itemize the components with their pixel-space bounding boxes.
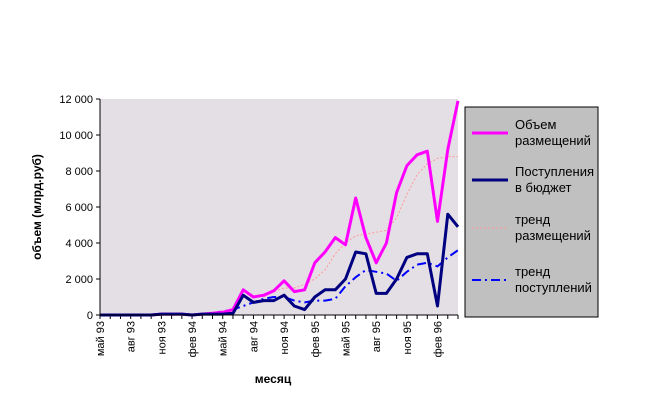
legend-entry: Объем [515,117,556,132]
legend-entry: тренд [515,264,551,279]
plot-area [100,99,458,315]
y-tick-label: 6 000 [65,202,93,214]
x-axis-label: месяц [255,372,292,386]
x-tick-label: ноя 93 [156,321,168,354]
y-axis-label: объем (млрд.руб) [30,154,44,260]
legend-entry: Поступления [515,164,594,179]
series-line [100,212,460,317]
x-tick-label: ноя 95 [402,321,414,354]
x-tick-label: фев 95 [310,321,322,357]
x-tick-label: фев 96 [433,321,445,357]
x-tick-label: авг 93 [126,321,138,352]
x-tick-label: ноя 94 [279,321,291,354]
y-tick-label: 0 [87,310,93,322]
legend-entry: в бюджет [515,180,572,195]
legend-entry: поступлений [515,280,592,295]
series-lines [100,100,460,317]
legend-box [464,106,599,318]
legend-entry: тренд [515,212,551,227]
y-axis-ticks: 0 2 000 4 000 6 000 8 000 10 000 12 000 [59,94,100,322]
x-tick-label: фев 94 [187,321,199,357]
y-tick-label: 4 000 [65,238,93,250]
y-tick-label: 2 000 [65,274,93,286]
x-tick-label: май 93 [95,321,107,356]
y-tick-label: 8 000 [65,166,93,178]
x-tick-label: авг 94 [248,321,260,352]
x-tick-label: авг 95 [371,321,383,352]
series-line [263,156,458,298]
y-tick-label: 12 000 [59,94,93,106]
x-axis-ticks: май 93 авг 93 ноя 93 фев 94 май 94 авг 94 ноя … [95,315,459,357]
x-tick-label: май 94 [218,321,230,356]
x-tick-label: май 95 [340,321,352,356]
y-tick-label: 10 000 [59,130,93,142]
legend-entry: размещений [515,228,591,243]
legend-entry: размещений [515,133,591,148]
